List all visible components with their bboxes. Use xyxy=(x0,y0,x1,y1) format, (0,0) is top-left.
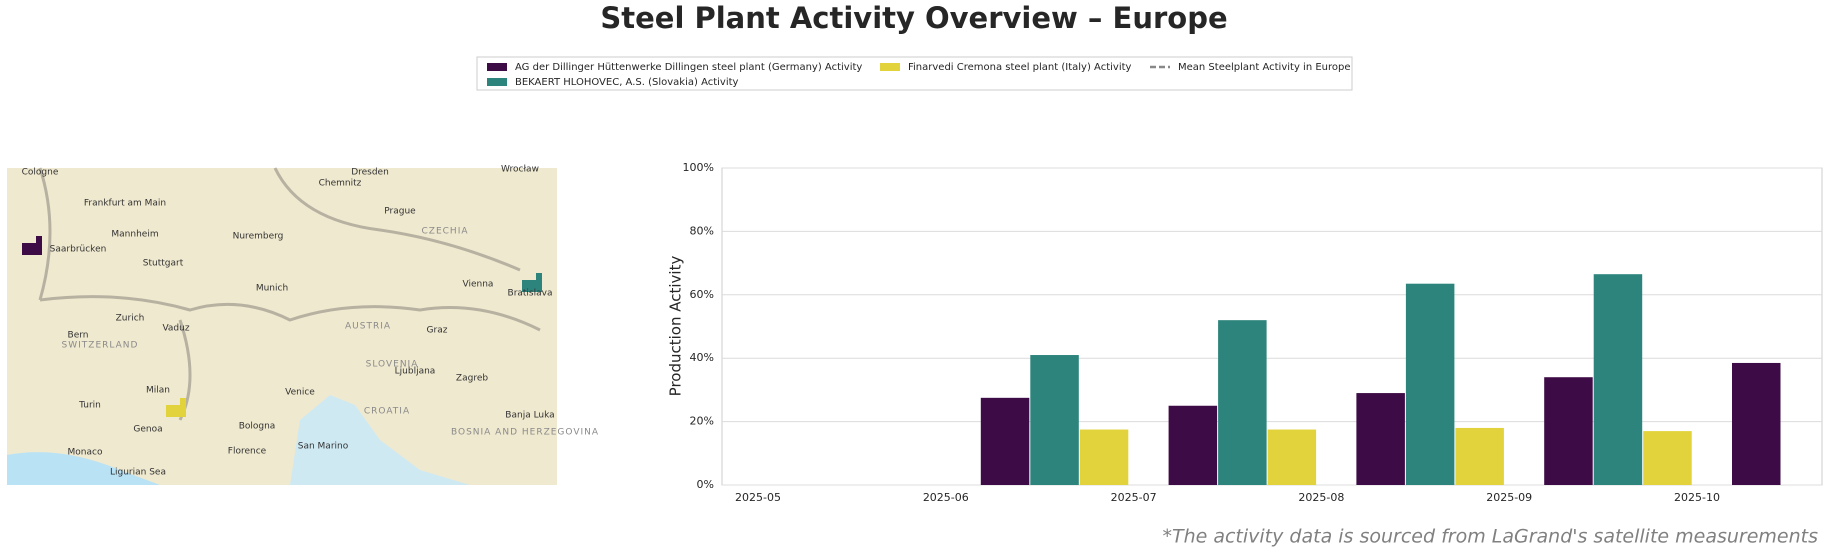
map-label: San Marino xyxy=(298,442,349,452)
legend-label: Mean Steelplant Activity in Europe xyxy=(1178,62,1351,73)
bar xyxy=(1643,431,1692,485)
map-label: Wrocław xyxy=(501,165,539,175)
map-label: Mannheim xyxy=(111,230,158,240)
map-label: Vaduz xyxy=(162,324,189,334)
legend-swatch xyxy=(880,63,900,71)
y-tick-label: 40% xyxy=(690,351,714,364)
x-tick-label: 2025-06 xyxy=(923,491,969,504)
bar xyxy=(1218,320,1267,485)
legend-label: AG der Dillinger Hüttenwerke Dillingen s… xyxy=(515,62,862,73)
bar xyxy=(1267,429,1317,485)
map-sea xyxy=(290,395,470,485)
footnote: *The activity data is sourced from LaGra… xyxy=(1162,526,1818,548)
legend-label: Finarvedi Cremona steel plant (Italy) Ac… xyxy=(908,62,1132,73)
bar xyxy=(1168,405,1218,485)
map-label: SWITZERLAND xyxy=(62,341,139,351)
y-tick-label: 100% xyxy=(683,161,714,174)
bar xyxy=(1405,283,1455,485)
map-label: AUSTRIA xyxy=(345,322,391,332)
map-label: Ljubljana xyxy=(395,367,436,377)
map-label: Dresden xyxy=(351,168,389,178)
y-axis-label: Production Activity xyxy=(667,256,685,397)
bar xyxy=(1356,393,1405,485)
plant-icon xyxy=(22,236,42,255)
x-tick-label: 2025-05 xyxy=(735,491,781,504)
map-label: Prague xyxy=(384,207,416,217)
bar xyxy=(1079,429,1129,485)
bar xyxy=(1544,377,1593,485)
map-label: Munich xyxy=(256,284,288,294)
y-tick-label: 60% xyxy=(690,288,714,301)
bar xyxy=(1732,362,1781,485)
plant-icon xyxy=(522,273,542,292)
map-sea xyxy=(7,452,160,485)
x-tick-label: 2025-10 xyxy=(1674,491,1720,504)
plant-icon xyxy=(166,398,186,417)
x-tick-label: 2025-08 xyxy=(1298,491,1344,504)
map-label: Chemnitz xyxy=(319,179,362,189)
map-land xyxy=(7,168,557,485)
chart-title: Steel Plant Activity Overview – Europe xyxy=(600,1,1227,35)
map-label: BOSNIA AND HERZEGOVINA xyxy=(451,428,599,438)
map-label: Bern xyxy=(68,331,89,341)
bar xyxy=(1030,355,1079,485)
map-label: SLOVENIA xyxy=(366,360,419,370)
map-label: Saarbrücken xyxy=(50,245,107,255)
map-label: Zagreb xyxy=(456,374,488,384)
map-label: Nuremberg xyxy=(233,232,284,242)
map-label: Turin xyxy=(78,401,101,411)
map-label: Cologne xyxy=(22,168,59,178)
bar xyxy=(980,397,1030,485)
map-label: CZECHIA xyxy=(422,227,469,237)
y-tick-label: 80% xyxy=(690,224,714,237)
legend-box xyxy=(476,56,1353,91)
map-label: Stuttgart xyxy=(143,259,184,269)
bar xyxy=(1455,427,1504,485)
map-border xyxy=(38,167,541,421)
map-label: Zurich xyxy=(116,314,145,324)
map-label: Ligurian Sea xyxy=(110,468,166,478)
map-label: Vienna xyxy=(463,280,494,290)
map-label: Venice xyxy=(285,388,315,398)
legend-label: BEKAERT HLOHOVEC, A.S. (Slovakia) Activi… xyxy=(515,77,739,88)
bar xyxy=(1593,274,1643,485)
y-tick-label: 0% xyxy=(697,478,714,491)
map-label: Florence xyxy=(228,447,267,457)
map-label: Banja Luka xyxy=(505,411,554,421)
y-tick-label: 20% xyxy=(690,415,714,428)
map-label: Frankfurt am Main xyxy=(84,199,166,209)
map xyxy=(7,167,557,485)
map-label: Milan xyxy=(146,386,170,396)
map-label: Graz xyxy=(427,326,448,336)
map-label: Bologna xyxy=(239,422,276,432)
map-label: CROATIA xyxy=(364,407,410,417)
legend-swatch xyxy=(487,78,507,86)
legend-swatch xyxy=(487,63,507,71)
x-tick-label: 2025-07 xyxy=(1111,491,1157,504)
x-tick-label: 2025-09 xyxy=(1486,491,1532,504)
map-label: Bratislava xyxy=(508,289,553,299)
map-label: Monaco xyxy=(68,448,103,458)
map-label: Genoa xyxy=(133,425,162,435)
